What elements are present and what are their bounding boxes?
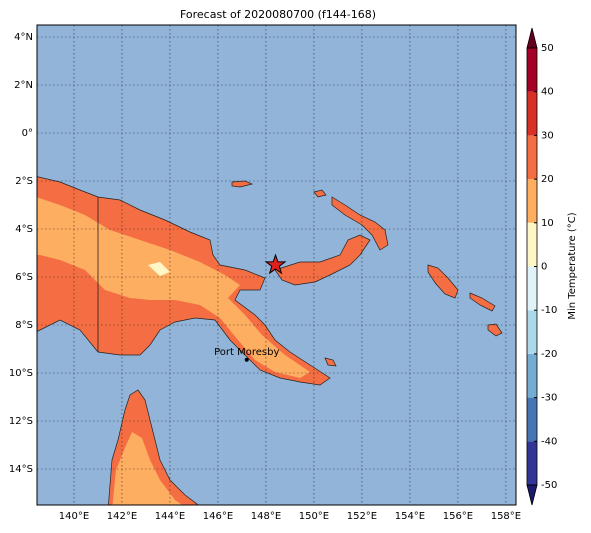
colorbar-band (527, 179, 537, 223)
lon-tick-label: 158°E (491, 511, 521, 522)
colorbar-label: Min Temperature (°C) (567, 212, 578, 319)
solomon-island (469, 292, 496, 312)
lat-tick-label: 2°N (14, 80, 33, 91)
australia-warm (112, 432, 183, 505)
lat-tick-label: 12°S (9, 416, 33, 427)
graticule (37, 25, 516, 505)
island (313, 189, 327, 198)
title: Forecast of 2020080700 (f144-168) (180, 8, 376, 21)
colorbar-tick-label: 30 (541, 130, 554, 141)
colorbar-tick-label: 50 (541, 43, 554, 54)
colorbar-band (527, 91, 537, 136)
colorbar-tick-label: -40 (541, 436, 557, 447)
lon-tick-label: 148°E (251, 511, 281, 522)
island (324, 357, 337, 367)
city-dot (244, 357, 249, 362)
lon-tick-label: 142°E (107, 511, 137, 522)
new-britain (274, 234, 371, 286)
colorbar-tick-label: 0 (541, 262, 547, 273)
city-label: Port Moresby (214, 347, 279, 358)
colorbar-band (527, 397, 537, 442)
colorbar-band (527, 222, 537, 267)
colorbar-band (527, 135, 537, 180)
lat-tick-label: 4°S (15, 224, 33, 235)
colorbar: -50 -40 -30 -20 -10 0 10 20 30 40 50 (526, 27, 557, 506)
colorbar-band (527, 310, 537, 354)
colorbar-band (527, 441, 537, 485)
colorbar-tick-label: -20 (541, 349, 557, 360)
new-guinea-mild (148, 262, 170, 276)
colorbar-extend (526, 27, 538, 49)
lon-tick-label: 152°E (347, 511, 377, 522)
lat-tick-label: 8°S (15, 320, 33, 331)
new-guinea-warm (37, 197, 310, 378)
colorbar-tick-label: 20 (541, 174, 554, 185)
map-frame (36, 24, 517, 506)
colorbar-band (527, 266, 537, 311)
lat-tick-label: 10°S (9, 368, 33, 379)
land (37, 176, 503, 505)
lat-tick-label: 14°S (9, 464, 33, 475)
lat-tick-label: 4°N (14, 32, 33, 43)
lat-tick-label: 0° (22, 128, 33, 139)
colorbar-band (527, 48, 537, 92)
lon-tick-label: 154°E (395, 511, 425, 522)
new-ireland (331, 196, 389, 251)
manus (231, 180, 254, 188)
lat-tick-label: 2°S (15, 176, 33, 187)
lon-tick-label: 146°E (203, 511, 233, 522)
colorbar-extend (526, 484, 538, 506)
lon-tick-label: 140°E (59, 511, 89, 522)
colorbar-tick-label: -10 (541, 305, 557, 316)
colorbar-band (527, 353, 537, 398)
solomon-island (487, 323, 503, 337)
bougainville (427, 264, 459, 299)
colorbar-tick-label: -50 (541, 480, 557, 491)
colorbar-tick-label: 10 (541, 218, 554, 229)
lon-tick-label: 156°E (443, 511, 473, 522)
colorbar-tick-label: -30 (541, 393, 557, 404)
star-marker (264, 253, 287, 275)
lon-tick-label: 144°E (155, 511, 185, 522)
lon-tick-label: 150°E (299, 511, 329, 522)
lat-tick-label: 6°S (15, 272, 33, 283)
colorbar-tick-label: 40 (541, 87, 554, 98)
